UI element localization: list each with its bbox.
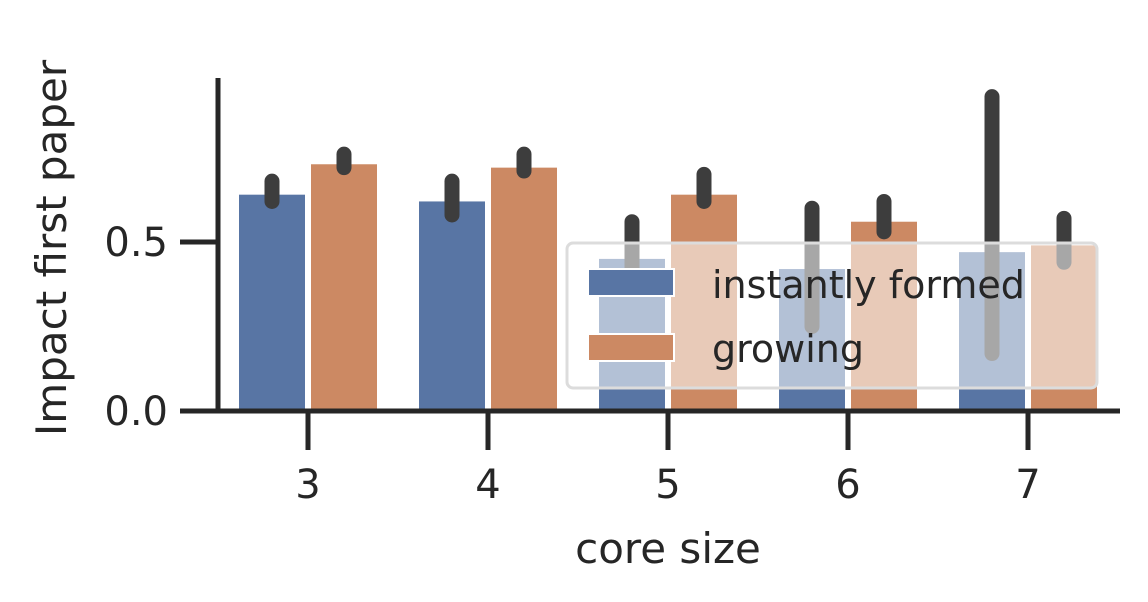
legend: instantly formed growing [565,241,1099,390]
x-axis-title: core size [575,524,761,573]
bar-growing-3 [311,164,377,411]
x-tick-label-3: 3 [295,462,320,508]
legend-frame [565,241,1099,390]
y-axis-title: Impact first paper [27,59,76,436]
x-tick-label-7: 7 [1015,462,1040,508]
legend-swatch-instantly-formed [587,268,675,297]
x-tick-label-5: 5 [655,462,680,508]
x-ticks-group: 3 4 5 6 7 [295,411,1041,508]
x-tick-label-6: 6 [835,462,860,508]
y-tick-label-0.5: 0.5 [104,220,168,266]
legend-label-growing: growing [712,327,864,371]
legend-label-instantly-formed: instantly formed [712,263,1025,307]
bar-instantly-formed-3 [239,194,305,411]
bar-growing-4 [491,167,557,411]
y-ticks-group: 0.0 0.5 [104,220,218,435]
y-tick-label-0.0: 0.0 [104,389,168,435]
legend-swatch-growing [587,333,675,362]
x-tick-label-4: 4 [475,462,500,508]
bar-instantly-formed-4 [419,201,485,411]
